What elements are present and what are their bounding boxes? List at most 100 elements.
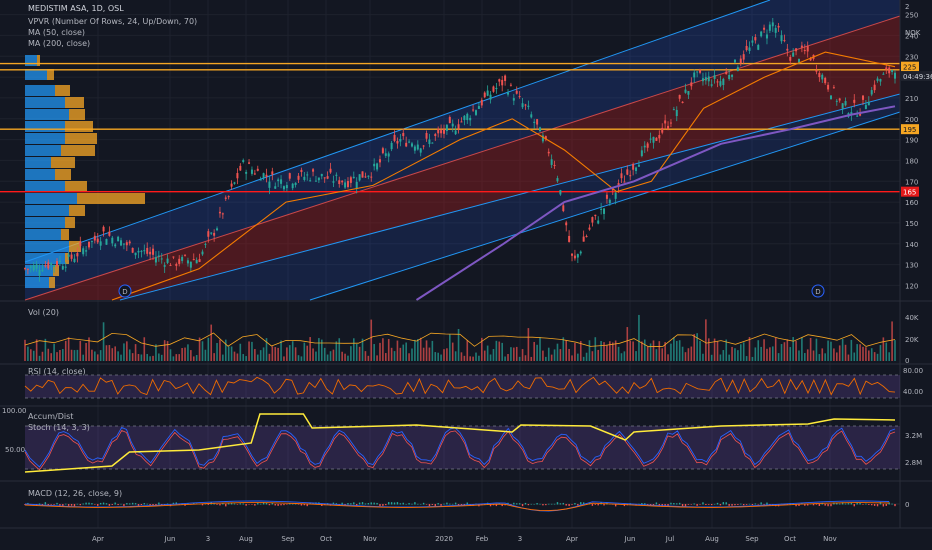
candle-body: [175, 263, 178, 266]
event-marker-left[interactable]: D: [118, 284, 132, 298]
channel-upper-band: [25, 0, 900, 300]
volume-bar: [50, 353, 52, 361]
channel-bottom-line: [309, 111, 901, 301]
volume-bar: [844, 344, 847, 361]
volume-bar: [463, 355, 466, 361]
vpvr-down-bar: [61, 145, 95, 156]
event-marker-right[interactable]: D: [811, 284, 825, 298]
volume-bar: [472, 356, 474, 361]
candle-body: [556, 178, 559, 182]
volume-bar: [501, 342, 503, 361]
macd-hist-bar: [27, 502, 29, 505]
vpvr-down-bar: [55, 169, 71, 180]
volume-bar: [603, 342, 605, 361]
volume-bar: [271, 346, 274, 361]
macd-hist-bar: [676, 503, 678, 505]
macd-hist-bar: [879, 502, 882, 505]
macd-hist-bar: [673, 503, 675, 505]
macd-hist-bar: [536, 503, 538, 505]
price-tick-200: 200: [905, 116, 918, 124]
candle-body: [85, 250, 88, 252]
candle-body: [789, 56, 792, 61]
volume-bar: [801, 337, 803, 361]
volume-bar: [379, 342, 381, 361]
candle-body: [536, 119, 539, 125]
volume-bar: [382, 338, 384, 361]
candle-body: [137, 250, 140, 253]
candle-body: [341, 180, 344, 183]
accum-dist-line: [24, 413, 896, 473]
volume-bar: [419, 337, 422, 361]
macd-hist-bar: [105, 503, 108, 505]
candle-body: [291, 183, 294, 189]
volume-bar: [195, 355, 198, 361]
volume-bar: [434, 352, 437, 361]
volume-bar: [239, 343, 242, 361]
volume-bar: [661, 348, 664, 361]
volume-bar: [149, 356, 151, 361]
candle-body: [879, 79, 882, 82]
vpvr-up-bar: [25, 241, 69, 252]
volume-bar: [268, 353, 271, 361]
macd-hist-bar: [644, 503, 646, 505]
candle-body: [277, 179, 280, 182]
volume-bar: [283, 356, 285, 361]
candle-body: [512, 98, 515, 101]
macd-hist-bar: [126, 503, 128, 505]
volume-bar: [568, 348, 570, 361]
volume-bar: [789, 347, 792, 361]
vpvr-up-bar: [25, 55, 37, 66]
time-tick-15: Oct: [784, 535, 796, 543]
volume-bar: [210, 324, 213, 361]
accum-tick-100: 100.00: [2, 407, 27, 415]
volume-bar: [437, 352, 439, 361]
candle-body: [157, 255, 160, 257]
macd-hist-bar: [670, 502, 672, 505]
vpvr-up-bar: [25, 277, 49, 288]
macd-hist-bar: [655, 502, 658, 505]
candle-body: [122, 243, 125, 245]
volume-bar: [184, 347, 186, 361]
volume-bar: [585, 352, 588, 361]
volume-bar: [798, 350, 800, 361]
candle-body: [678, 94, 681, 99]
volume-pane: Vol (20) 40K 20K 0: [24, 308, 919, 365]
time-tick-16: Nov: [823, 535, 837, 543]
time-axis[interactable]: Apr Jun 3 Aug Sep Oct Nov 2020 Feb 3 Apr Jun Jul Aug S…: [92, 535, 837, 543]
macd-hist-bar: [268, 504, 271, 506]
accum-tick-3-2m: 3.2M: [905, 432, 922, 440]
price-tick-250: 250: [905, 12, 918, 20]
volume-bar: [731, 346, 733, 361]
volume-bar: [879, 345, 882, 361]
macd-hist-bar: [396, 502, 399, 505]
candle-body: [349, 177, 352, 183]
macd-hist-bar: [379, 504, 381, 507]
candle-body: [693, 72, 696, 78]
volume-bar: [754, 347, 757, 361]
volume-bar: [588, 340, 591, 361]
volume-bar: [134, 344, 137, 361]
volume-bar: [126, 341, 128, 361]
macd-hist-bar: [760, 502, 762, 505]
volume-bar: [809, 337, 812, 361]
candle-body: [475, 110, 478, 115]
price-axis[interactable]: 2 NOK 2502402302202102001901801701601501…: [905, 3, 921, 290]
volume-bar: [865, 347, 867, 361]
volume-bar: [163, 340, 166, 361]
macd-hist-bar: [222, 503, 224, 505]
candle-body: [437, 128, 440, 134]
candle-body: [701, 78, 704, 82]
candle-body: [384, 153, 387, 156]
candle-body: [736, 67, 739, 72]
accum-tick-50: 50.00: [5, 446, 25, 454]
volume-bar: [341, 351, 343, 361]
volume-bar: [769, 347, 771, 361]
macd-hist-bar: [123, 504, 125, 507]
time-tick-10: Apr: [566, 535, 578, 543]
macd-hist-bar: [59, 504, 61, 506]
candle-body: [684, 89, 687, 93]
vpvr-down-bar: [65, 97, 84, 108]
macd-hist-bar: [376, 502, 378, 505]
volume-bar: [454, 351, 457, 361]
